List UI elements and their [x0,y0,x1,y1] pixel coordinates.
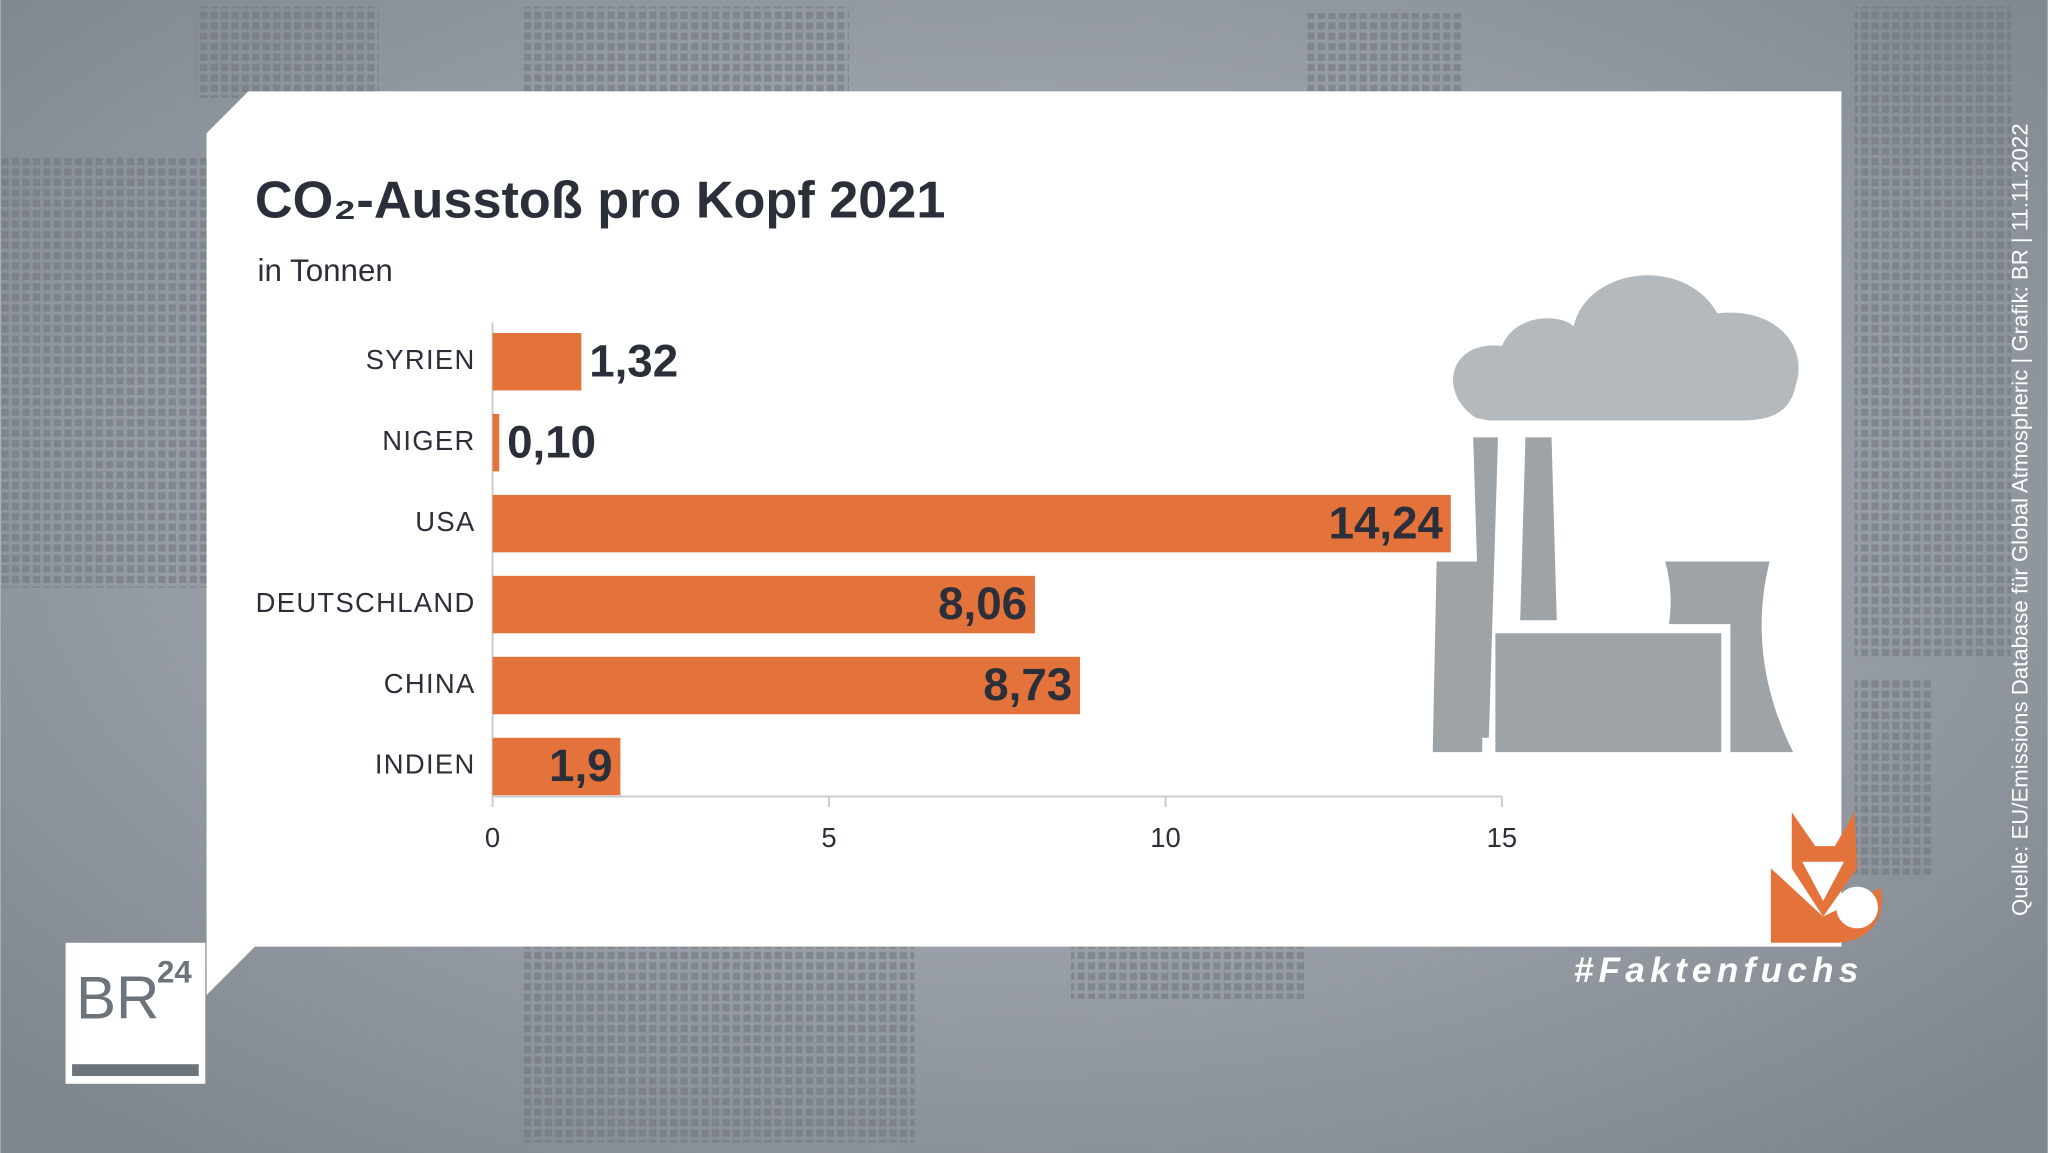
source: Quelle: EU/Emissions Database für Global… [2007,123,2032,916]
logo: BR 24 [65,942,206,1084]
y-tick-label: CHINA [384,668,476,699]
x-tick-label: 15 [1487,822,1517,853]
value-label: 8,06 [938,578,1027,629]
y-tick-label: NIGER [382,425,475,456]
x-tick-label: 10 [1150,822,1180,853]
world-map [0,6,2012,1143]
value-label: 0,10 [507,416,596,467]
x-tick-label: 5 [821,822,836,853]
bar [492,656,1080,715]
bar [492,494,1451,553]
bar [492,332,582,391]
x-tick-label: 0 [485,822,500,853]
hashtag: #Faktenfuchs [1574,951,1864,990]
value-label: 1,9 [549,740,613,791]
bar [492,413,500,472]
y-tick-label: SYRIEN [366,344,476,375]
y-tick-label: DEUTSCHLAND [256,587,476,618]
fox-icon [1770,812,1882,943]
bar [492,575,1035,634]
logo-number: 24 [157,954,192,989]
y-tick-label: INDIEN [375,749,476,780]
chart-title: CO₂-Ausstoß pro Kopf 2021 [255,171,945,229]
logo-name: BR [76,965,159,1032]
plot-area: 0 5 10 15 SYRIEN 1,32 NIGER 0,10 USA 14,24 DEUTSCH… [256,322,1517,853]
value-label: 14,24 [1329,497,1444,548]
y-tick-label: USA [415,506,475,537]
value-label: 8,73 [983,659,1072,710]
chart-subtitle: in Tonnen [258,253,393,288]
value-label: 1,32 [589,335,678,386]
factory-icon [1432,275,1799,753]
bar [492,737,621,796]
